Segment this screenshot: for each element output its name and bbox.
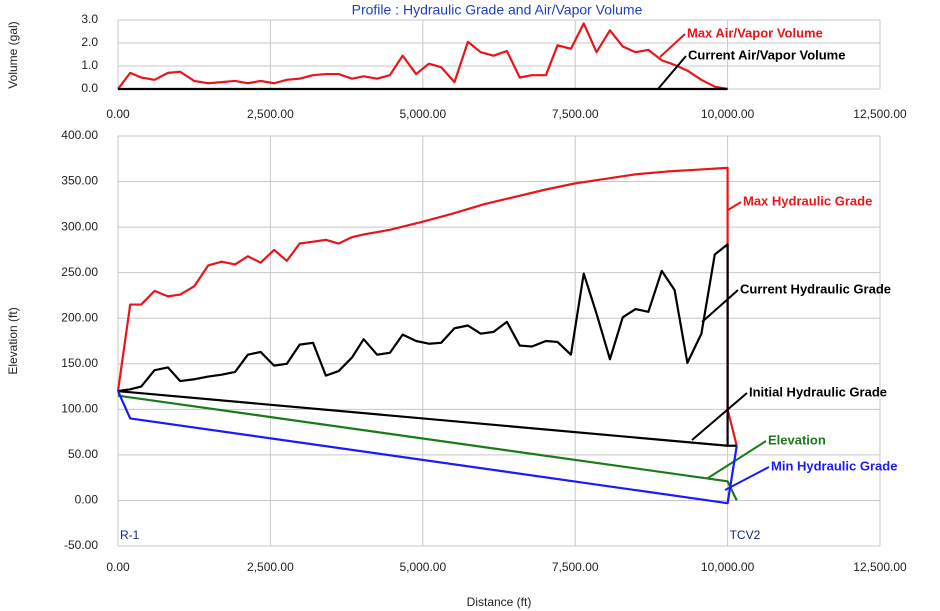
series-label: Current Air/Vapor Volume (688, 47, 845, 62)
y-axis-label: Elevation (ft) (6, 307, 20, 374)
leader-line (701, 289, 739, 323)
leader-line (691, 392, 748, 441)
y-tick-label: -50.00 (64, 538, 98, 552)
series-line (116, 166, 738, 447)
y-tick-label: 200.00 (61, 310, 98, 324)
x-tick-label: 2,500.00 (247, 107, 294, 121)
leader-line (659, 33, 686, 58)
y-tick-label: 3.0 (81, 12, 98, 26)
y-tick-label: 50.00 (68, 447, 98, 461)
y-tick-label: 400.00 (61, 128, 98, 142)
node-label: R-1 (120, 528, 140, 542)
leader-line (657, 55, 687, 90)
series-label: Max Air/Vapor Volume (687, 25, 823, 40)
node-label: TCV2 (730, 528, 761, 542)
y-tick-label: 350.00 (61, 174, 98, 188)
x-tick-label: 7,500.00 (552, 560, 599, 574)
x-tick-label: 10,000.00 (701, 560, 755, 574)
y-axis-label: Volume (gal) (6, 21, 20, 88)
y-tick-label: 0.00 (75, 493, 99, 507)
x-tick-label: 7,500.00 (552, 107, 599, 121)
series-line (117, 394, 738, 501)
leader-line (707, 440, 767, 479)
series-label: Current Hydraulic Grade (740, 281, 891, 296)
x-tick-label: 10,000.00 (701, 107, 755, 121)
x-axis-label: Distance (ft) (467, 595, 532, 609)
x-tick-label: 5,000.00 (399, 107, 446, 121)
series-label: Min Hydraulic Grade (771, 458, 897, 473)
x-tick-label: 12,500.00 (853, 560, 907, 574)
x-tick-label: 12,500.00 (853, 107, 907, 121)
y-tick-label: 1.0 (81, 58, 98, 72)
x-tick-label: 5,000.00 (399, 560, 446, 574)
series-line (116, 390, 738, 505)
x-tick-label: 0.00 (106, 560, 130, 574)
y-tick-label: 2.0 (81, 35, 98, 49)
x-tick-label: 2,500.00 (247, 560, 294, 574)
series-line (117, 390, 737, 447)
series-line (117, 22, 728, 91)
chart-title: Profile : Hydraulic Grade and Air/Vapor … (352, 2, 643, 18)
y-tick-label: 100.00 (61, 402, 98, 416)
y-tick-label: 300.00 (61, 219, 98, 233)
x-tick-label: 0.00 (106, 107, 130, 121)
series-label: Elevation (768, 432, 826, 447)
series-label: Initial Hydraulic Grade (749, 384, 887, 399)
y-tick-label: 0.0 (81, 81, 98, 95)
leader-line (724, 466, 770, 491)
y-tick-label: 150.00 (61, 356, 98, 370)
series-label: Max Hydraulic Grade (743, 193, 872, 208)
series-line (117, 243, 729, 446)
leader-line (727, 201, 742, 211)
y-tick-label: 250.00 (61, 265, 98, 279)
